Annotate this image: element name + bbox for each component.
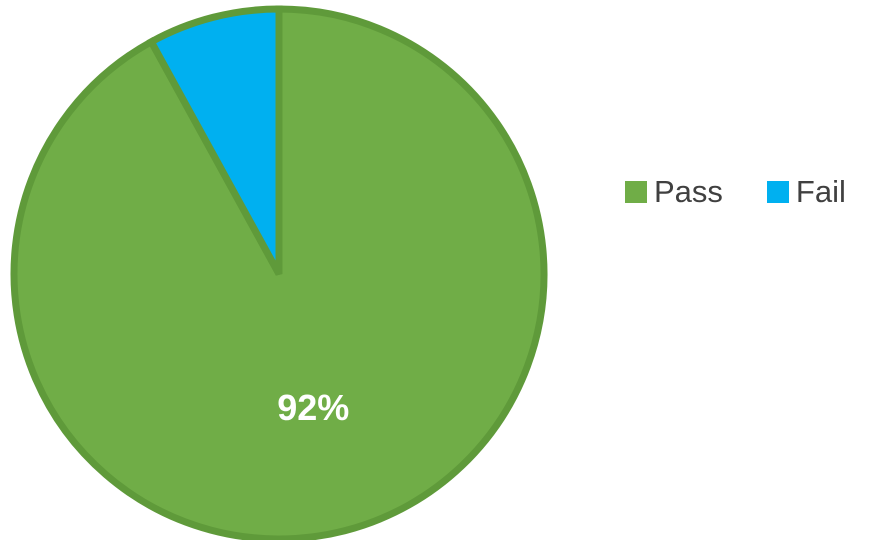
data-label-pass: 92% <box>277 387 349 428</box>
legend: Pass Fail <box>625 176 846 207</box>
legend-label-fail: Fail <box>795 174 846 209</box>
pie-plot-area: 92% <box>10 5 548 540</box>
pie-slice-pass <box>10 5 548 540</box>
legend-swatch-fail <box>766 180 789 203</box>
legend-item-fail: Fail <box>766 174 846 209</box>
legend-item-pass: Pass <box>625 176 723 207</box>
pie-slice-fail <box>146 5 283 276</box>
legend-swatch-pass <box>625 180 647 203</box>
legend-label-pass: Pass <box>654 174 723 209</box>
